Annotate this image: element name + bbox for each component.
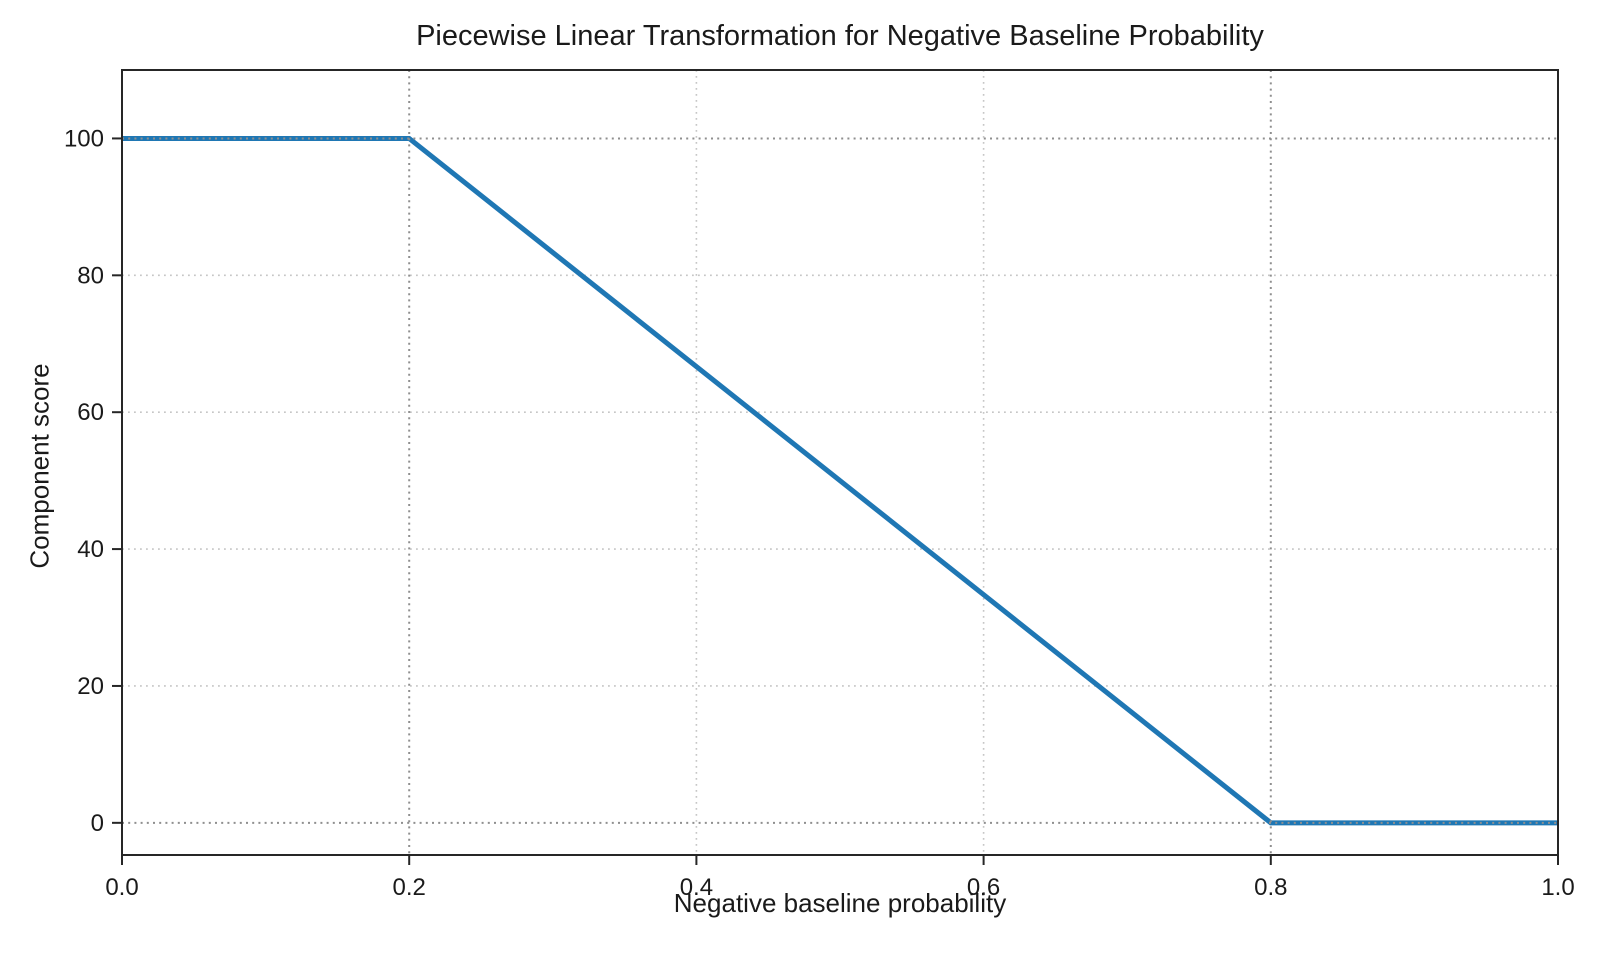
plot-spines: [121, 69, 1559, 856]
y-tick-label: 80: [77, 262, 104, 289]
y-tick-label: 100: [64, 125, 104, 152]
chart-title: Piecewise Linear Transformation for Nega…: [416, 20, 1264, 52]
data-line: [122, 135, 1558, 826]
x-tick-label: 0.0: [105, 874, 138, 901]
x-tick-label: 0.6: [967, 874, 1000, 901]
x-tick-label: 0.4: [680, 874, 713, 901]
x-tick-label: 0.8: [1254, 874, 1287, 901]
x-axis-label: Negative baseline probability: [673, 888, 1007, 918]
x-tick-label: 0.2: [393, 874, 426, 901]
y-tick-label: 60: [77, 399, 104, 426]
y-tick-label: 20: [77, 673, 104, 700]
y-tick-label: 0: [91, 810, 104, 837]
y-tick-label: 40: [77, 536, 104, 563]
x-tick-label: 1.0: [1541, 874, 1574, 901]
